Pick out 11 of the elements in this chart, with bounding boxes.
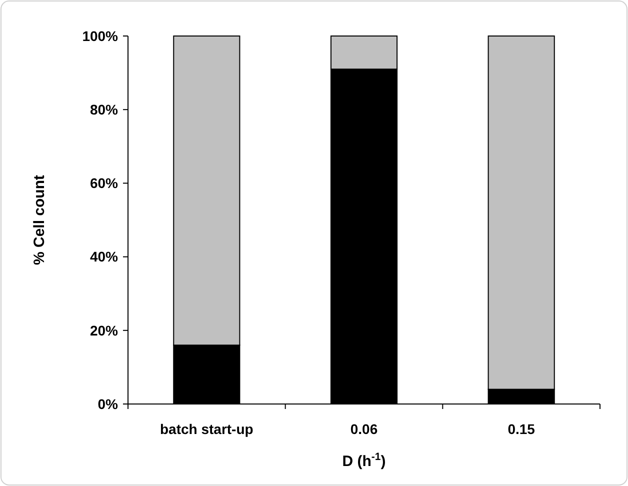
y-tick-label: 80%: [90, 102, 119, 118]
x-tick-label: batch start-up: [160, 421, 254, 437]
y-tick-label: 0%: [98, 396, 119, 412]
y-tick-label: 40%: [90, 248, 119, 265]
y-tick-label: 100%: [82, 28, 119, 44]
x-axis-title: D (h$^{-1}$): [342, 451, 386, 470]
y-tick-label: 20%: [90, 322, 119, 338]
x-tick-label: 0.15: [508, 421, 536, 437]
y-axis-title: % Cell count: [31, 174, 48, 266]
y-tick-label: 60%: [90, 175, 119, 192]
x-tick-label: 0.06: [350, 421, 378, 437]
